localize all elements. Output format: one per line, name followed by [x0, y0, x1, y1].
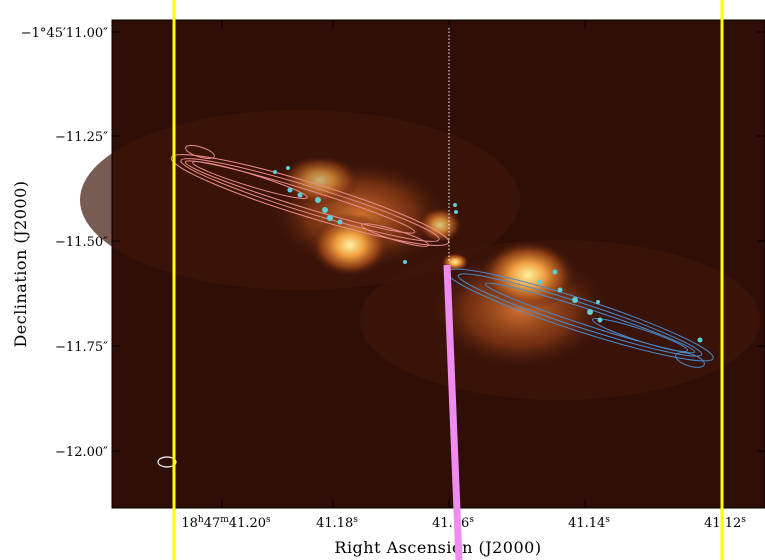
emission-blob	[480, 240, 576, 310]
redshifted-contours	[170, 145, 450, 247]
frame	[111, 19, 765, 509]
x-tick-label: 41.14s	[568, 515, 610, 531]
x-tick-label: 41.12s	[704, 515, 746, 531]
y-tick-label: −1°45′11.00″	[21, 26, 108, 41]
y-tick-label: −11.25″	[55, 130, 108, 145]
x-tick-label: 41.16s	[432, 515, 474, 531]
y-tick-label: −11.75″	[55, 340, 108, 355]
tick-value: 47	[204, 516, 221, 531]
tick-unit: s	[741, 515, 746, 525]
y-axis-label: Declination (J2000)	[11, 180, 30, 347]
tick-value: 41.20	[229, 516, 266, 531]
y-tick-label: −12.00″	[55, 445, 108, 460]
tick-unit: m	[220, 515, 229, 525]
maser-spots	[273, 166, 703, 343]
tick-unit: s	[469, 515, 474, 525]
tick-unit: h	[198, 515, 204, 525]
tick-value: 41.18	[316, 516, 353, 531]
x-axis-label: Right Ascension (J2000)	[334, 538, 541, 557]
x-tick-label: 18h47m41.20s	[181, 515, 271, 531]
y-axis: −1°45′11.00″ −11.25″ −11.50″ −11.75″ −12.00″	[21, 26, 765, 460]
image-panel	[80, 0, 765, 509]
beam	[157, 456, 177, 468]
tick-value: 18	[181, 516, 198, 531]
pink-line	[443, 264, 463, 560]
tick-unit: s	[266, 515, 271, 525]
x-tick-label: 41.18s	[316, 515, 358, 531]
tick-value: 41.16	[432, 516, 469, 531]
y-tick-label: −11.50″	[55, 235, 108, 250]
emission-blob	[310, 213, 390, 277]
tick-value: 41.14	[568, 516, 605, 531]
tick-unit: s	[353, 515, 358, 525]
tick-unit: s	[605, 515, 610, 525]
